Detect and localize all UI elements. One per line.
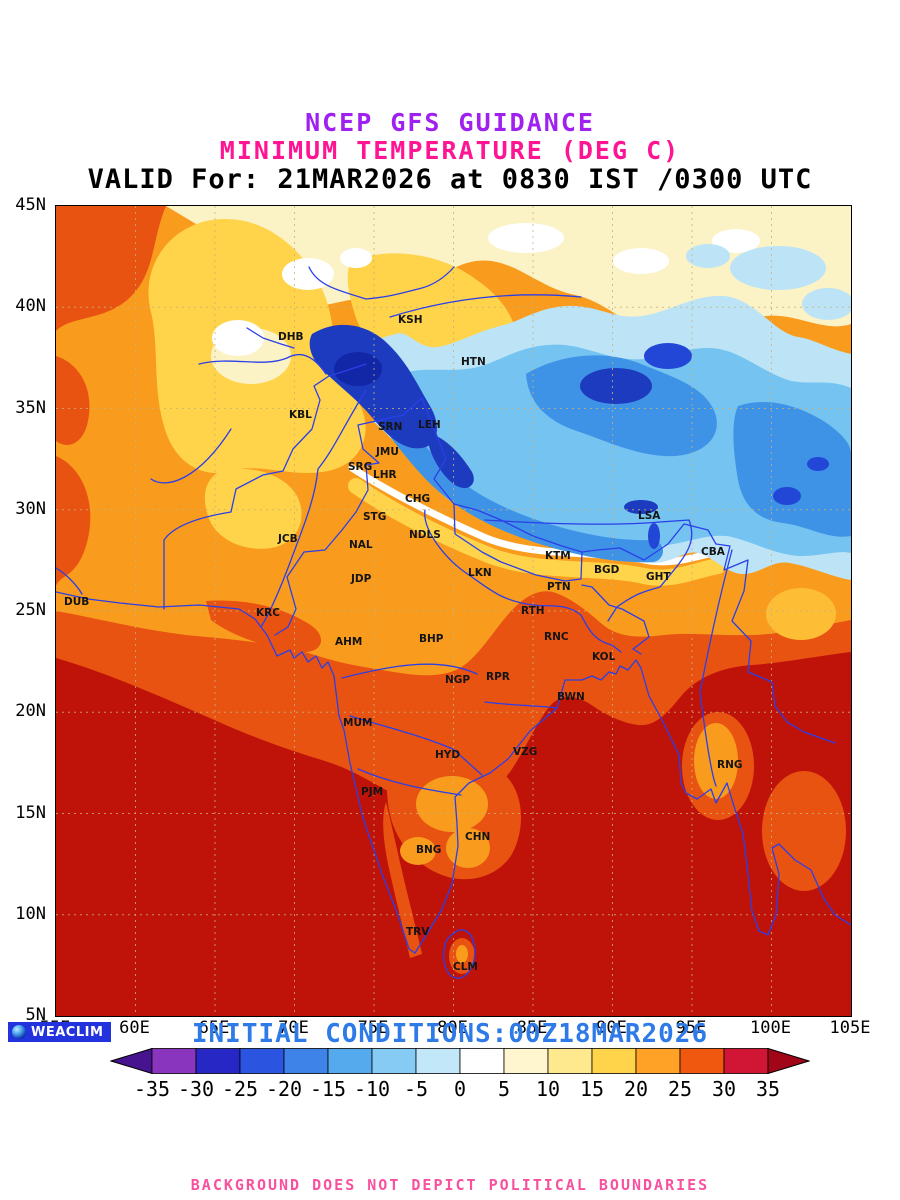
city-label-ght: GHT xyxy=(646,571,671,583)
city-label-ndls: NDLS xyxy=(409,529,441,541)
colorbar-label: 5 xyxy=(497,1077,511,1101)
city-label-jdp: JDP xyxy=(351,573,372,585)
city-label-lsa: LSA xyxy=(638,510,661,522)
colorbar-label: 25 xyxy=(667,1077,693,1101)
city-label-bhp: BHP xyxy=(419,633,444,645)
lon-tick: 60E xyxy=(119,1018,150,1038)
lon-tick: 95E xyxy=(675,1018,707,1038)
lon-tick: 85E xyxy=(516,1018,548,1038)
lat-tick: 20N xyxy=(15,701,46,722)
city-label-ngp: NGP xyxy=(445,674,471,686)
colorbar-label: 10 xyxy=(535,1077,561,1101)
latitude-axis: 45N 40N 35N 30N 25N 20N 15N 10N 5N xyxy=(0,195,50,1025)
city-label-bgd: BGD xyxy=(594,564,620,576)
temperature-map: DHB KSH HTN KBL SRN LEH JMU SRG LHR CHG STG NDLS JCB… xyxy=(55,205,852,1017)
title-valid-time: VALID For: 21MAR2026 at 0830 IST /0300 U… xyxy=(87,164,813,195)
lon-tick: 70E xyxy=(278,1018,309,1038)
city-label-vzg: VZG xyxy=(513,746,538,758)
colorbar-label: -20 xyxy=(265,1077,303,1101)
lat-tick: 10N xyxy=(15,903,46,924)
city-label-rnc: RNC xyxy=(544,631,569,643)
colorbar-label: -25 xyxy=(221,1077,259,1101)
city-label-ktm: KTM xyxy=(545,550,571,562)
lat-tick: 45N xyxy=(15,195,46,215)
lat-tick: 35N xyxy=(15,397,46,418)
lat-tick: 15N xyxy=(15,802,46,823)
city-label-chn: CHN xyxy=(465,831,491,843)
colorbar-label: -10 xyxy=(353,1077,391,1101)
city-label-lkn: LKN xyxy=(468,567,492,579)
colorbar-label: 0 xyxy=(453,1077,467,1101)
city-label-srn: SRN xyxy=(378,421,403,433)
temperature-field-graphic xyxy=(56,206,851,1016)
city-label-ksh: KSH xyxy=(398,314,423,326)
city-label-cba: CBA xyxy=(701,546,725,558)
city-label-rng: RNG xyxy=(717,759,743,771)
city-label-krc: KRC xyxy=(256,607,280,619)
city-label-jmu: JMU xyxy=(376,446,399,458)
city-label-lhr: LHR xyxy=(373,469,397,481)
city-label-ahm: AHM xyxy=(335,636,363,648)
city-label-dhb: DHB xyxy=(278,331,304,343)
city-label-trv: TRV xyxy=(406,926,430,938)
longitude-axis: 55E60E65E70E75E80E85E90E95E100E105E xyxy=(40,1016,871,1038)
city-label-hyd: HYD xyxy=(435,749,461,761)
city-label-htn: HTN xyxy=(461,356,486,368)
city-label-rth: RTH xyxy=(521,605,545,617)
title-variable: MINIMUM TEMPERATURE (DEG C) xyxy=(219,136,681,165)
city-label-stg: STG xyxy=(363,511,387,523)
lon-tick: 100E xyxy=(750,1018,791,1038)
lon-tick: 105E xyxy=(829,1018,871,1038)
colorbar-label: 20 xyxy=(623,1077,649,1101)
colorbar-label: -30 xyxy=(177,1077,215,1101)
lat-tick: 5N xyxy=(25,1005,46,1025)
city-label-nal: NAL xyxy=(349,539,373,551)
city-label-clm: CLM xyxy=(453,961,478,973)
city-label-srg: SRG xyxy=(348,461,373,473)
lat-tick: 30N xyxy=(15,498,46,519)
temperature-colorbar xyxy=(109,1047,811,1075)
city-label-bng: BNG xyxy=(416,844,442,856)
city-label-ptn: PTN xyxy=(547,581,571,593)
colorbar-label: 30 xyxy=(711,1077,737,1101)
city-label-kbl: KBL xyxy=(289,409,312,421)
lon-tick: 75E xyxy=(357,1018,389,1038)
city-label-rpr: RPR xyxy=(486,671,510,683)
lon-tick: 80E xyxy=(437,1018,468,1038)
city-labels-layer: DHB KSH HTN KBL SRN LEH JMU SRG LHR CHG STG NDLS JCB… xyxy=(56,206,851,1016)
city-label-jcb: JCB xyxy=(278,533,298,545)
title-model: NCEP GFS GUIDANCE xyxy=(305,108,595,137)
weaclim-logo-text: WEACLIM xyxy=(31,1024,104,1040)
city-label-dub: DUB xyxy=(64,596,90,608)
initial-conditions-text: INITIAL CONDITIONS:00Z18MAR2026 xyxy=(191,1019,709,1049)
lat-tick: 40N xyxy=(15,296,46,317)
colorbar-tick-labels: -35 -30 -25 -20 -15 -10 -5 0 5 10 15 20 25 30 35 xyxy=(110,1077,810,1103)
weaclim-logo: WEACLIM xyxy=(8,1022,112,1042)
city-label-bwn: BWN xyxy=(557,691,585,703)
weaclim-globe-icon xyxy=(12,1025,26,1039)
city-label-leh: LEH xyxy=(418,419,441,431)
lon-tick: 90E xyxy=(596,1018,627,1038)
city-label-pjm: PJM xyxy=(361,786,384,798)
colorbar-label: 35 xyxy=(755,1077,781,1101)
city-label-mum: MUM xyxy=(343,717,373,729)
disclaimer-text: BACKGROUND DOES NOT DEPICT POLITICAL BOU… xyxy=(190,1176,710,1194)
lat-tick: 25N xyxy=(15,600,46,620)
lon-tick: 65E xyxy=(198,1018,230,1038)
colorbar-label: -35 xyxy=(133,1077,171,1101)
city-label-kol: KOL xyxy=(592,651,616,663)
colorbar-label: -15 xyxy=(309,1077,347,1101)
colorbar-label: 15 xyxy=(579,1077,605,1101)
city-label-chg: CHG xyxy=(405,493,431,505)
colorbar-label: -5 xyxy=(403,1077,429,1101)
